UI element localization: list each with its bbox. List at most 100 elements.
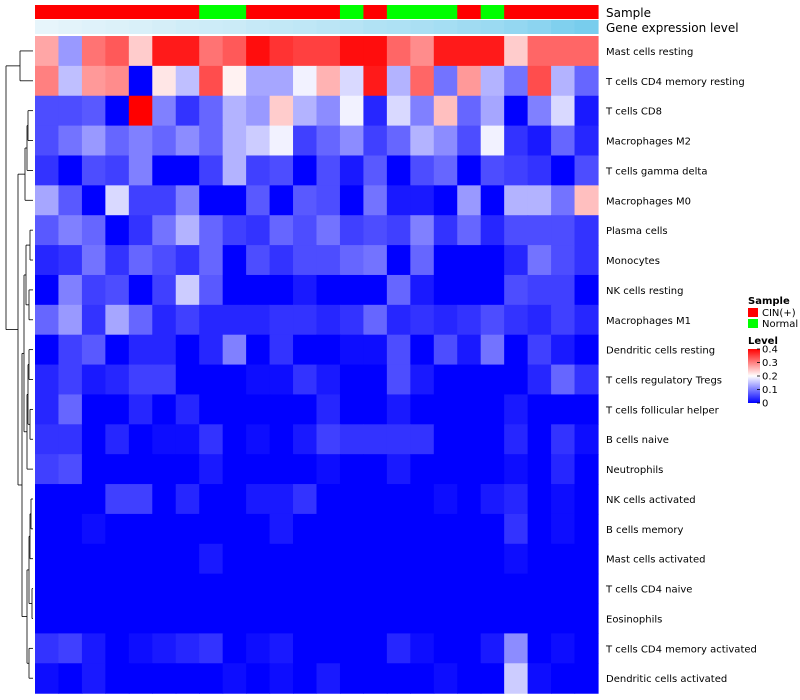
heatmap-cell: [480, 185, 505, 216]
heatmap-cell: [504, 334, 529, 366]
sample-annotation-cell: [504, 5, 529, 19]
heatmap-cell: [363, 245, 388, 276]
heatmap-cell: [199, 394, 224, 425]
heatmap-cell: [433, 633, 458, 664]
heatmap-cell: [199, 125, 224, 157]
heatmap-cell: [199, 245, 224, 276]
heatmap-cell: [199, 95, 224, 127]
heatmap-cell: [293, 274, 318, 306]
heatmap-cell: [316, 573, 341, 605]
heatmap-cell: [527, 334, 552, 366]
heatmap-cell: [480, 573, 505, 605]
heatmap-cell: [480, 36, 505, 67]
heatmap-cell: [527, 95, 552, 127]
heatmap-cell: [58, 603, 83, 634]
heatmap-cell: [269, 364, 294, 396]
sample-annotation-cell: [269, 5, 294, 19]
sample-annotation-cell: [480, 5, 505, 19]
heatmap-cell: [339, 513, 365, 545]
heatmap-cell: [175, 633, 200, 664]
heatmap-cell: [269, 543, 294, 575]
heatmap-cell: [222, 663, 247, 694]
heatmap-cell: [152, 185, 177, 216]
heatmap-cell: [175, 65, 200, 97]
heatmap-cell: [269, 304, 294, 336]
heatmap-cell: [175, 603, 200, 634]
heatmap-cell: [128, 215, 153, 246]
heatmap-cell: [551, 513, 576, 545]
heatmap-cell: [128, 543, 153, 575]
heatmap-cell: [128, 513, 153, 545]
heatmap-cell: [81, 274, 106, 306]
heatmap-cell: [222, 245, 247, 276]
heatmap-cell: [246, 215, 271, 246]
heatmap-cell: [246, 663, 271, 694]
heatmap-cell: [480, 65, 505, 97]
heatmap-cell: [363, 334, 388, 366]
heatmap-cell: [246, 573, 271, 605]
heatmap-cell: [527, 274, 552, 306]
heatmap-cell: [504, 245, 529, 276]
heatmap-cell: [152, 65, 177, 97]
heatmap-cell: [410, 65, 435, 97]
heatmap-cell: [316, 95, 341, 127]
heatmap-cell: [81, 663, 106, 694]
heatmap-cell: [316, 215, 341, 246]
heatmap-cell: [410, 424, 435, 455]
heatmap-cell: [58, 454, 83, 485]
heatmap-cell: [316, 304, 341, 336]
heatmap-cell: [293, 125, 318, 157]
heatmap-cell: [222, 513, 247, 545]
heatmap-cell: [105, 334, 130, 366]
heatmap-cell: [222, 215, 247, 246]
heatmap-cell: [269, 245, 294, 276]
heatmap-cell: [199, 663, 224, 694]
heatmap-cell: [105, 513, 130, 545]
heatmap-cell: [199, 364, 224, 396]
heatmap-cell: [81, 424, 106, 455]
heatmap-cell: [363, 603, 388, 634]
heatmap-cell: [152, 304, 177, 336]
heatmap-cell: [35, 603, 60, 634]
legend: Sample CIN(+) Normal Level 0.4 0.3 0.2 0.1 0: [748, 296, 798, 410]
heatmap-cell: [35, 484, 60, 515]
legend-normal-swatch: [748, 319, 758, 328]
sample-annotation-cell: [316, 5, 341, 19]
sample-annotation-cell: [58, 5, 83, 19]
heatmap-cell: [35, 513, 60, 545]
heatmap-cell: [480, 95, 505, 127]
heatmap-cell: [81, 65, 106, 97]
heatmap-cell: [58, 215, 83, 246]
heatmap-cell: [58, 513, 83, 545]
heatmap-cell: [81, 603, 106, 634]
heatmap-cell: [339, 543, 365, 575]
heatmap-cell: [128, 364, 153, 396]
heatmap-cell: [58, 573, 83, 605]
heatmap-cell: [105, 65, 130, 97]
heatmap-cell: [152, 125, 177, 157]
sample-annotation-cell: [574, 5, 599, 19]
heatmap-cell: [81, 633, 106, 664]
heatmap-cell: [433, 484, 458, 515]
heatmap-cell: [105, 155, 130, 186]
heatmap-cell: [410, 454, 435, 485]
heatmap-cell: [574, 274, 599, 306]
heatmap-cell: [457, 215, 482, 246]
heatmap-cell: [222, 155, 247, 186]
heatmap-cell: [246, 394, 271, 425]
heatmap-cell: [152, 573, 177, 605]
heatmap-cell: [128, 185, 153, 216]
level-tick-label: 0.3: [762, 358, 778, 369]
heatmap-cell: [269, 155, 294, 186]
heatmap-cell: [386, 424, 411, 455]
heatmap-cell: [246, 454, 271, 485]
heatmap-cell: [504, 65, 529, 97]
heatmap-cell: [363, 364, 388, 396]
heatmap-cell: [293, 215, 318, 246]
heatmap-cell: [480, 543, 505, 575]
heatmap-cell: [316, 394, 341, 425]
heatmap-cell: [551, 573, 576, 605]
sample-annotation-cell: [293, 5, 318, 19]
heatmap-cell: [339, 663, 365, 694]
heatmap-cell: [457, 364, 482, 396]
